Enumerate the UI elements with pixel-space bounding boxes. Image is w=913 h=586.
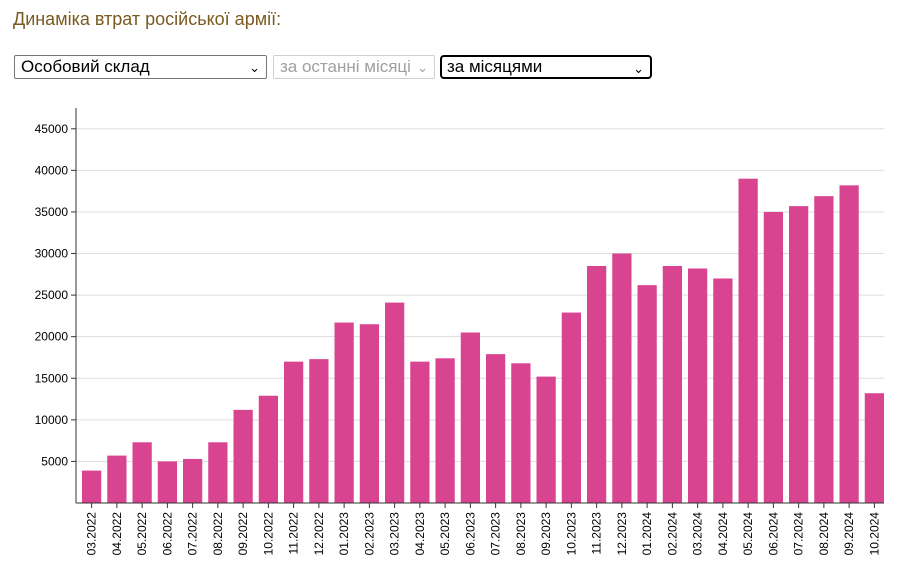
y-tick-label: 25000 xyxy=(35,288,69,302)
y-tick-label: 35000 xyxy=(35,205,69,219)
bar xyxy=(789,206,809,503)
bar xyxy=(82,470,102,503)
x-tick-label: 09.2023 xyxy=(539,512,553,556)
bar xyxy=(107,455,127,503)
chevron-down-icon: ⌄ xyxy=(249,60,260,75)
bar xyxy=(132,442,152,503)
x-tick-label: 04.2024 xyxy=(716,512,730,556)
category-select-value: Особовий склад xyxy=(21,57,150,76)
x-tick-label: 12.2022 xyxy=(312,512,326,556)
y-tick-label: 45000 xyxy=(35,122,69,136)
x-tick-label: 05.2023 xyxy=(438,512,452,556)
x-tick-label: 07.2024 xyxy=(792,512,806,556)
bar xyxy=(460,332,480,503)
bar xyxy=(864,393,884,503)
bar xyxy=(688,268,708,503)
bar xyxy=(587,266,607,503)
grouping-select[interactable]: за місяцями ⌄ xyxy=(440,55,652,79)
x-tick-label: 03.2022 xyxy=(85,512,99,556)
period-select[interactable]: за останні місяці ⌄ xyxy=(273,55,435,79)
x-tick-label: 07.2023 xyxy=(489,512,503,556)
bar xyxy=(385,302,405,503)
x-tick-label: 06.2022 xyxy=(160,512,174,556)
x-tick-label: 10.2023 xyxy=(564,512,578,556)
y-tick-label: 30000 xyxy=(35,247,69,261)
bar xyxy=(410,361,430,503)
bar xyxy=(763,211,783,503)
bar xyxy=(258,395,278,503)
bar xyxy=(839,185,859,503)
x-tick-label: 03.2023 xyxy=(388,512,402,556)
x-tick-label: 10.2022 xyxy=(261,512,275,556)
bar xyxy=(814,196,834,503)
y-tick-label: 40000 xyxy=(35,163,69,177)
x-tick-label: 02.2023 xyxy=(362,512,376,556)
x-tick-label: 08.2024 xyxy=(817,512,831,556)
bar xyxy=(208,442,228,503)
category-select[interactable]: Особовий склад ⌄ xyxy=(14,55,267,79)
grouping-select-value: за місяцями xyxy=(447,57,543,76)
x-tick-label: 11.2023 xyxy=(590,512,604,555)
x-tick-label: 06.2023 xyxy=(463,512,477,556)
x-tick-label: 08.2023 xyxy=(514,512,528,556)
y-tick-label: 20000 xyxy=(35,330,69,344)
x-tick-label: 07.2022 xyxy=(186,512,200,556)
x-tick-label: 05.2022 xyxy=(135,512,149,556)
bars xyxy=(82,178,884,503)
bar xyxy=(662,266,682,503)
bar xyxy=(486,354,506,503)
y-axis-ticks: 5000 10000 15000 20000 25000 30000 35000 40000 4… xyxy=(35,122,76,468)
x-tick-label: 12.2023 xyxy=(615,512,629,556)
x-tick-label: 04.2022 xyxy=(110,512,124,556)
page-title: Динаміка втрат російської армії: xyxy=(13,9,282,29)
x-tick-label: 10.2024 xyxy=(867,512,881,556)
x-tick-label: 05.2024 xyxy=(741,512,755,556)
monthly-losses-bar-chart: 5000 10000 15000 20000 25000 30000 35000 40000 4… xyxy=(35,108,884,556)
bar xyxy=(511,363,531,503)
bar xyxy=(536,376,556,503)
x-tick-label: 06.2024 xyxy=(766,512,780,556)
bar xyxy=(713,278,733,503)
period-select-value: за останні місяці xyxy=(280,57,411,76)
bar xyxy=(738,178,758,503)
x-tick-label: 01.2024 xyxy=(640,512,654,556)
x-tick-label: 03.2024 xyxy=(691,512,705,556)
bar xyxy=(359,324,379,503)
y-gridlines xyxy=(76,128,884,462)
x-tick-label: 02.2024 xyxy=(665,512,679,556)
bar xyxy=(435,358,455,503)
bar xyxy=(157,461,177,503)
y-tick-label: 10000 xyxy=(35,413,69,427)
x-tick-label: 08.2022 xyxy=(211,512,225,556)
bar xyxy=(637,285,657,503)
bar xyxy=(183,458,203,503)
x-axis-ticks: 03.2022 04.2022 05.2022 06.2022 07.2022 08.20… xyxy=(85,503,881,556)
x-tick-label: 11.2022 xyxy=(287,512,301,555)
x-tick-label: 09.2022 xyxy=(236,512,250,556)
bar xyxy=(233,409,253,503)
bar xyxy=(284,361,304,503)
y-tick-label: 5000 xyxy=(41,454,68,468)
chevron-down-icon: ⌄ xyxy=(417,60,428,75)
x-tick-label: 04.2023 xyxy=(413,512,427,556)
bar xyxy=(309,359,329,503)
x-tick-label: 01.2023 xyxy=(337,512,351,556)
bar xyxy=(561,312,581,503)
bar xyxy=(612,253,632,503)
bar xyxy=(334,322,354,503)
y-tick-label: 15000 xyxy=(35,371,69,385)
chevron-down-icon: ⌄ xyxy=(633,61,644,76)
x-tick-label: 09.2024 xyxy=(842,512,856,556)
